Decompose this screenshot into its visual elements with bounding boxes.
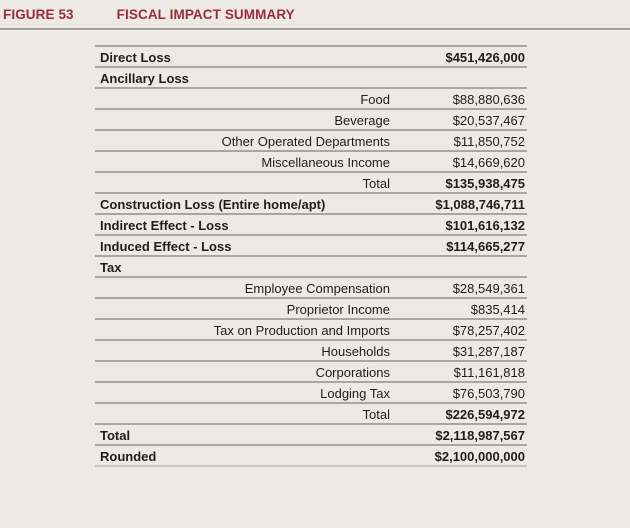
table-row: Total $2,118,987,567 bbox=[95, 425, 527, 446]
row-label: Households bbox=[321, 344, 390, 359]
row-label: Rounded bbox=[100, 449, 157, 464]
row-label: Induced Effect - Loss bbox=[100, 239, 232, 254]
row-value: $114,665,277 bbox=[446, 239, 525, 254]
table-row: Other Operated Departments $11,850,752 bbox=[95, 131, 527, 152]
row-label: Employee Compensation bbox=[244, 281, 390, 296]
row-label: Total bbox=[362, 176, 390, 191]
row-label: Ancillary Loss bbox=[100, 71, 189, 86]
row-value: $1,088,746,711 bbox=[435, 197, 525, 212]
row-value: $835,414 bbox=[470, 302, 525, 317]
row-label: Indirect Effect - Loss bbox=[100, 218, 229, 233]
row-label: Construction Loss (Entire home/apt) bbox=[100, 197, 326, 212]
row-label: Direct Loss bbox=[100, 50, 171, 65]
figure-number: FIGURE 53 bbox=[3, 7, 74, 22]
row-value: $78,257,402 bbox=[452, 323, 525, 338]
table-row: Indirect Effect - Loss $101,616,132 bbox=[95, 215, 527, 236]
row-label: Lodging Tax bbox=[320, 386, 390, 401]
row-value: $135,938,475 bbox=[445, 176, 525, 191]
table-row: Total $135,938,475 bbox=[95, 173, 527, 194]
row-value: $88,880,636 bbox=[452, 92, 525, 107]
row-label: Miscellaneous Income bbox=[261, 155, 390, 170]
row-value: $11,161,818 bbox=[453, 365, 525, 380]
table-row: Total $226,594,972 bbox=[95, 404, 527, 425]
table-row: Proprietor Income $835,414 bbox=[95, 299, 527, 320]
row-label: Total bbox=[100, 428, 131, 443]
row-label: Proprietor Income bbox=[286, 302, 390, 317]
table-row: Induced Effect - Loss $114,665,277 bbox=[95, 236, 527, 257]
row-label: Beverage bbox=[334, 113, 390, 128]
row-value: $31,287,187 bbox=[452, 344, 525, 359]
table-row: Direct Loss $451,426,000 bbox=[95, 47, 527, 68]
row-label: Total bbox=[362, 407, 390, 422]
row-label: Other Operated Departments bbox=[221, 134, 390, 149]
table-row: Tax bbox=[95, 257, 527, 278]
row-value: $11,850,752 bbox=[453, 134, 525, 149]
row-label: Food bbox=[360, 92, 390, 107]
row-value: $2,100,000,000 bbox=[434, 449, 525, 464]
row-value: $20,537,467 bbox=[452, 113, 525, 128]
table-row: Tax on Production and Imports $78,257,40… bbox=[95, 320, 527, 341]
row-value: $101,616,132 bbox=[445, 218, 525, 233]
table-row: Food $88,880,636 bbox=[95, 89, 527, 110]
row-value: $14,669,620 bbox=[452, 155, 525, 170]
table-row: Construction Loss (Entire home/apt) $1,0… bbox=[95, 194, 527, 215]
page-title: FISCAL IMPACT SUMMARY bbox=[116, 7, 295, 22]
figure-header: FIGURE 53 FISCAL IMPACT SUMMARY bbox=[0, 0, 630, 30]
table-row: Households $31,287,187 bbox=[95, 341, 527, 362]
row-value: $76,503,790 bbox=[452, 386, 525, 401]
table-row: Corporations $11,161,818 bbox=[95, 362, 527, 383]
table-row: Miscellaneous Income $14,669,620 bbox=[95, 152, 527, 173]
row-value bbox=[392, 68, 527, 87]
row-label: Tax on Production and Imports bbox=[213, 323, 390, 338]
row-value: $226,594,972 bbox=[445, 407, 525, 422]
table-row: Lodging Tax $76,503,790 bbox=[95, 383, 527, 404]
table-row: Beverage $20,537,467 bbox=[95, 110, 527, 131]
table-row: Employee Compensation $28,549,361 bbox=[95, 278, 527, 299]
row-value: $451,426,000 bbox=[445, 50, 525, 65]
row-value: $2,118,987,567 bbox=[435, 428, 525, 443]
row-label: Corporations bbox=[315, 365, 390, 380]
table-row: Rounded $2,100,000,000 bbox=[95, 446, 527, 467]
row-label: Tax bbox=[100, 260, 122, 275]
row-value bbox=[392, 257, 527, 276]
row-value: $28,549,361 bbox=[452, 281, 525, 296]
table-row: Ancillary Loss bbox=[95, 68, 527, 89]
fiscal-impact-table: Direct Loss $451,426,000 Ancillary Loss … bbox=[95, 45, 527, 467]
